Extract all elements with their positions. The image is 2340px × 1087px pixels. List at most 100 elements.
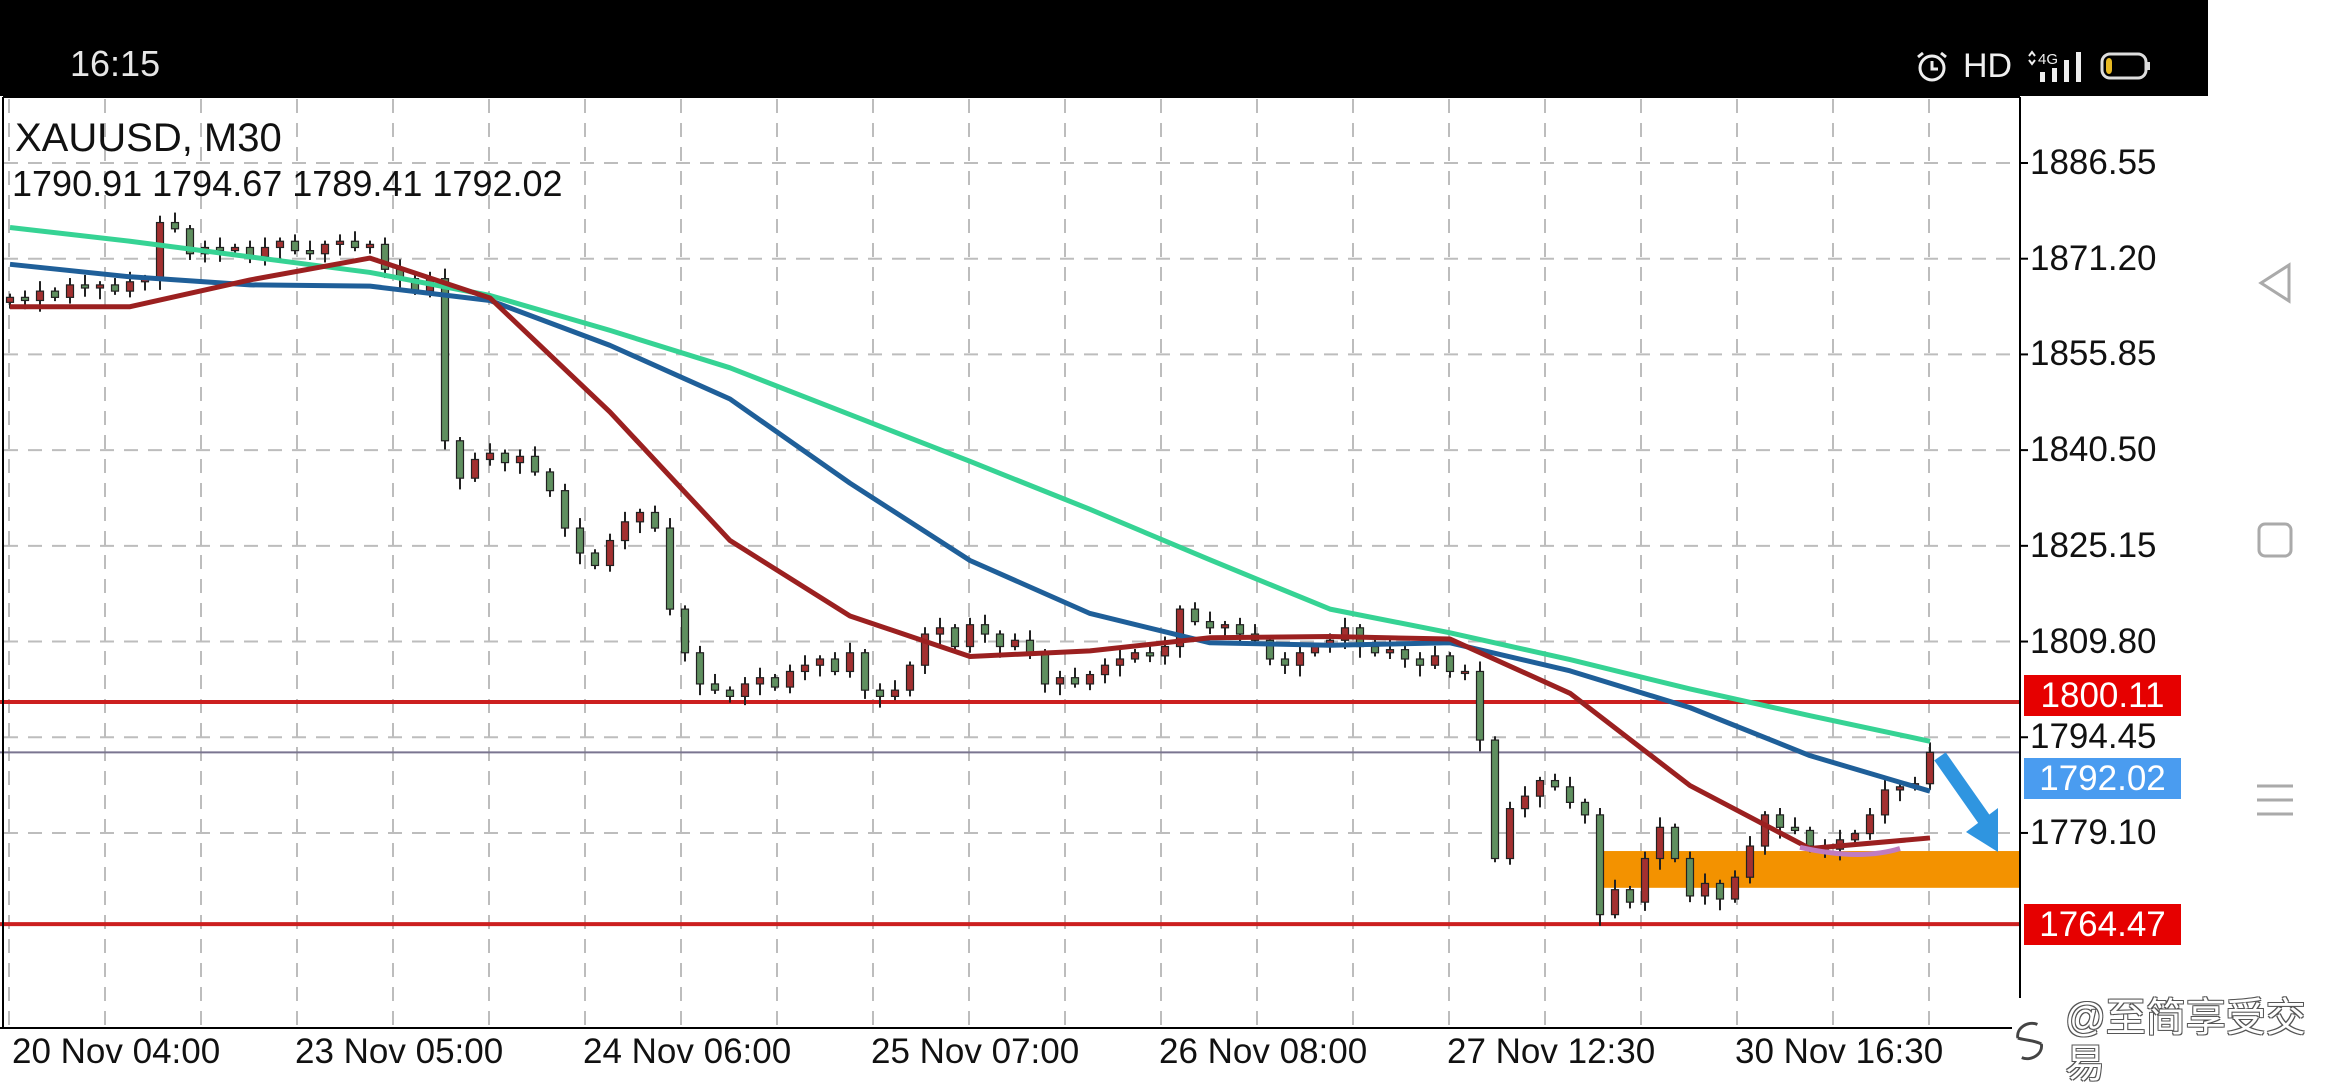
home-button[interactable] <box>2250 515 2300 565</box>
candle-body <box>650 511 660 529</box>
level-price-label: 1764.47 <box>2024 903 2181 945</box>
candle-body <box>1865 814 1875 835</box>
candle <box>830 652 840 676</box>
candle-body <box>95 284 105 289</box>
candle <box>1145 645 1155 663</box>
candle <box>1790 817 1800 835</box>
candle <box>1715 879 1725 911</box>
candle-body <box>770 677 780 688</box>
candle <box>50 287 60 302</box>
candle <box>485 443 495 466</box>
candle <box>815 655 825 677</box>
candle-body <box>920 633 930 666</box>
candle <box>800 655 810 681</box>
candle <box>1415 652 1425 677</box>
candle <box>1505 801 1515 865</box>
candle-body <box>710 683 720 691</box>
candle-body <box>785 670 795 688</box>
current-price-label: 1792.02 <box>2024 758 2181 800</box>
candle <box>1430 645 1440 669</box>
candle <box>1895 783 1905 802</box>
candle <box>890 680 900 701</box>
support-zone <box>1601 851 2020 888</box>
candle <box>665 518 675 616</box>
status-time: 16:15 <box>70 43 161 84</box>
candle-body <box>1400 649 1410 660</box>
candle-body <box>1145 652 1155 657</box>
candle-body <box>275 240 285 249</box>
candle-body <box>50 290 60 298</box>
candle-body <box>1460 670 1470 675</box>
forecast-arrow-shaft <box>1934 752 1992 827</box>
candle <box>755 667 765 696</box>
signal-4g-icon: 4G <box>2028 50 2082 82</box>
candle <box>1625 885 1635 909</box>
candle-body <box>1175 608 1185 648</box>
candle-body <box>620 521 630 542</box>
time-tick-label: 27 Nov 12:30 <box>1447 1032 1656 1071</box>
candle <box>620 511 630 550</box>
menu-lines-icon <box>2257 784 2293 816</box>
candle-body <box>950 627 960 648</box>
candle-body <box>1925 751 1935 785</box>
candle-body <box>605 539 615 567</box>
candle-body <box>1205 620 1215 629</box>
candle-body <box>1700 882 1710 897</box>
candle-body <box>455 440 465 479</box>
candle <box>1295 642 1305 677</box>
candle-body <box>1685 857 1695 897</box>
watermark-text: @至简享受交易 <box>2065 996 2306 1086</box>
candle-body <box>1040 652 1050 685</box>
price-tick-label: 1809.80 <box>2030 621 2157 661</box>
candle-body <box>1295 652 1305 666</box>
candle-body <box>170 221 180 230</box>
navigation-bar <box>2208 0 2340 1080</box>
candle-body <box>1085 673 1095 685</box>
candle-body <box>155 221 165 280</box>
candle-body <box>1505 808 1515 860</box>
candle-body <box>1850 832 1860 841</box>
candle <box>350 231 360 252</box>
candle-body <box>1115 658 1125 666</box>
candle <box>1670 823 1680 863</box>
candle <box>950 624 960 651</box>
candle <box>1205 611 1215 635</box>
time-tick-label: 26 Nov 08:00 <box>1159 1032 1368 1071</box>
candle-body <box>515 455 525 464</box>
moving-average-red <box>10 255 1931 852</box>
candle-body <box>1580 801 1590 816</box>
candle-body <box>1430 655 1440 666</box>
candle-body <box>65 284 75 298</box>
candle <box>680 605 690 662</box>
candle-body <box>815 658 825 666</box>
candle-body <box>110 284 120 292</box>
price-tick-label: 1855.85 <box>2030 334 2157 374</box>
candle-body <box>230 246 240 252</box>
back-button[interactable] <box>2250 258 2300 308</box>
candle-body <box>590 552 600 567</box>
candle-body <box>1610 889 1620 916</box>
candle-body <box>5 296 15 303</box>
chart-grid <box>4 99 2028 1026</box>
candle-body <box>1565 786 1575 803</box>
price-tick-label: 1825.15 <box>2030 525 2157 565</box>
candle <box>1490 736 1500 863</box>
candle-body <box>1070 677 1080 685</box>
candle-body <box>1640 857 1650 903</box>
candle <box>605 533 615 572</box>
candle-body <box>530 455 540 473</box>
candle <box>980 614 990 643</box>
chart-symbol-title: XAUUSD, M30 <box>15 116 282 160</box>
battery-level <box>2106 58 2113 74</box>
candle <box>80 274 90 297</box>
candle <box>320 240 330 263</box>
candle-body <box>1745 845 1755 878</box>
candle-body <box>470 458 480 479</box>
candle <box>1460 664 1470 681</box>
candle-body <box>1220 624 1230 629</box>
candle-body <box>290 240 300 252</box>
recents-button[interactable] <box>2250 775 2300 825</box>
level-price-label: 1800.11 <box>2024 675 2181 717</box>
moving-averages <box>9 225 1931 857</box>
